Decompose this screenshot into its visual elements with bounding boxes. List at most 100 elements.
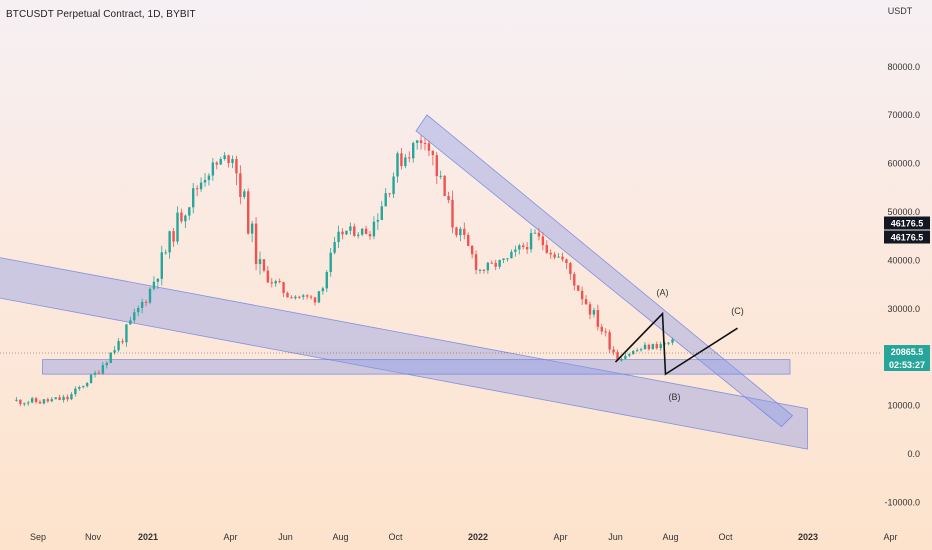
candle — [266, 266, 270, 284]
candle — [156, 278, 160, 290]
time-axis[interactable]: Sep Nov 2021 Apr Jun Aug Oct 2022 Apr Jun Aug Oct 20… — [30, 532, 898, 542]
price-tags: 46176.5 46176.5 20865.5 02:53:27 — [884, 216, 930, 372]
drawing-layer[interactable] — [0, 114, 808, 450]
candle — [608, 329, 611, 353]
candle-body — [494, 262, 497, 267]
candle — [164, 249, 167, 255]
candle-body — [121, 341, 124, 343]
candle — [184, 214, 187, 229]
candle — [600, 323, 603, 335]
candle-body — [254, 223, 258, 265]
candle-body — [364, 228, 368, 235]
candle-body — [243, 191, 246, 197]
candle — [78, 385, 81, 391]
candle-body — [651, 344, 655, 350]
candle — [203, 173, 207, 187]
candle-body — [192, 188, 195, 208]
candle-body — [266, 270, 270, 283]
candle — [101, 361, 105, 375]
candle — [415, 140, 419, 150]
candle-body — [317, 291, 321, 303]
candle-body — [58, 397, 61, 400]
candle — [15, 397, 18, 402]
candle-body — [408, 157, 411, 159]
candle — [176, 206, 179, 245]
candle-body — [659, 344, 662, 349]
candle — [357, 232, 360, 239]
descending-channel-upper[interactable] — [415, 114, 794, 428]
candle — [180, 208, 183, 224]
candle — [533, 229, 537, 234]
candle-body — [577, 285, 580, 291]
candle — [423, 138, 427, 151]
candle-body — [565, 259, 568, 263]
candle — [168, 230, 171, 259]
candle — [345, 230, 348, 236]
candle — [137, 305, 140, 317]
candle-body — [15, 399, 18, 401]
candle-body — [42, 399, 46, 404]
candle — [467, 232, 470, 247]
price-tag-label: 46176.5 — [891, 233, 924, 243]
candle-body — [439, 175, 442, 177]
wave-layer[interactable]: (A) (B) (C) — [614, 288, 744, 403]
candle — [286, 291, 289, 298]
candle-body — [490, 262, 493, 264]
candle-body — [643, 344, 647, 350]
candle-body — [380, 206, 383, 220]
candle — [502, 258, 505, 264]
price-tag-bg — [884, 345, 930, 359]
time-tick: Aug — [332, 532, 348, 542]
candle — [93, 370, 97, 378]
candle-body — [19, 399, 22, 404]
candle — [152, 276, 156, 291]
candle — [302, 293, 305, 300]
candle-body — [54, 397, 57, 400]
time-tick: Aug — [662, 532, 678, 542]
candle-body — [164, 252, 167, 254]
candle-body — [93, 372, 97, 375]
candle-body — [404, 157, 407, 167]
candle — [109, 352, 112, 364]
candle-body — [85, 383, 89, 387]
descending-channel-lower[interactable] — [0, 250, 808, 450]
candle-body — [443, 175, 446, 197]
candle — [506, 258, 509, 262]
candle — [412, 141, 415, 163]
candle — [408, 151, 411, 163]
chart-title: BTCUSDT Perpetual Contract, 1D, BYBIT — [6, 9, 196, 20]
candle — [235, 155, 238, 186]
candle-body — [78, 386, 81, 389]
candle — [144, 299, 148, 307]
candle-body — [400, 153, 403, 167]
price-tag-label: 02:53:27 — [889, 360, 925, 370]
price-tick: 80000.0 — [887, 62, 920, 72]
candle — [305, 294, 309, 300]
candle-body — [305, 295, 309, 297]
candle-body — [223, 155, 226, 160]
support-zone[interactable] — [42, 359, 791, 375]
abc-wave-line[interactable] — [614, 311, 738, 376]
candle — [207, 173, 211, 186]
candle-body — [498, 259, 501, 267]
candle-body — [628, 354, 631, 356]
candle — [70, 392, 73, 401]
candle-body — [34, 398, 38, 402]
price-tick: 50000.0 — [887, 207, 920, 217]
candle-body — [608, 332, 611, 350]
candle-body — [227, 155, 230, 164]
price-axis[interactable]: USDT 80000.0 70000.0 60000.0 50000.0 40000.0… — [884, 6, 920, 507]
candle — [388, 193, 391, 198]
candle — [522, 242, 525, 250]
candle — [85, 381, 89, 388]
candle-body — [569, 262, 572, 275]
candle-body — [144, 301, 148, 303]
candle-body — [514, 249, 517, 252]
candle — [254, 217, 258, 271]
candle-body — [101, 365, 105, 374]
candle-body — [541, 236, 545, 246]
candle-body — [109, 352, 112, 363]
candle-body — [250, 223, 254, 234]
candle — [396, 151, 399, 183]
